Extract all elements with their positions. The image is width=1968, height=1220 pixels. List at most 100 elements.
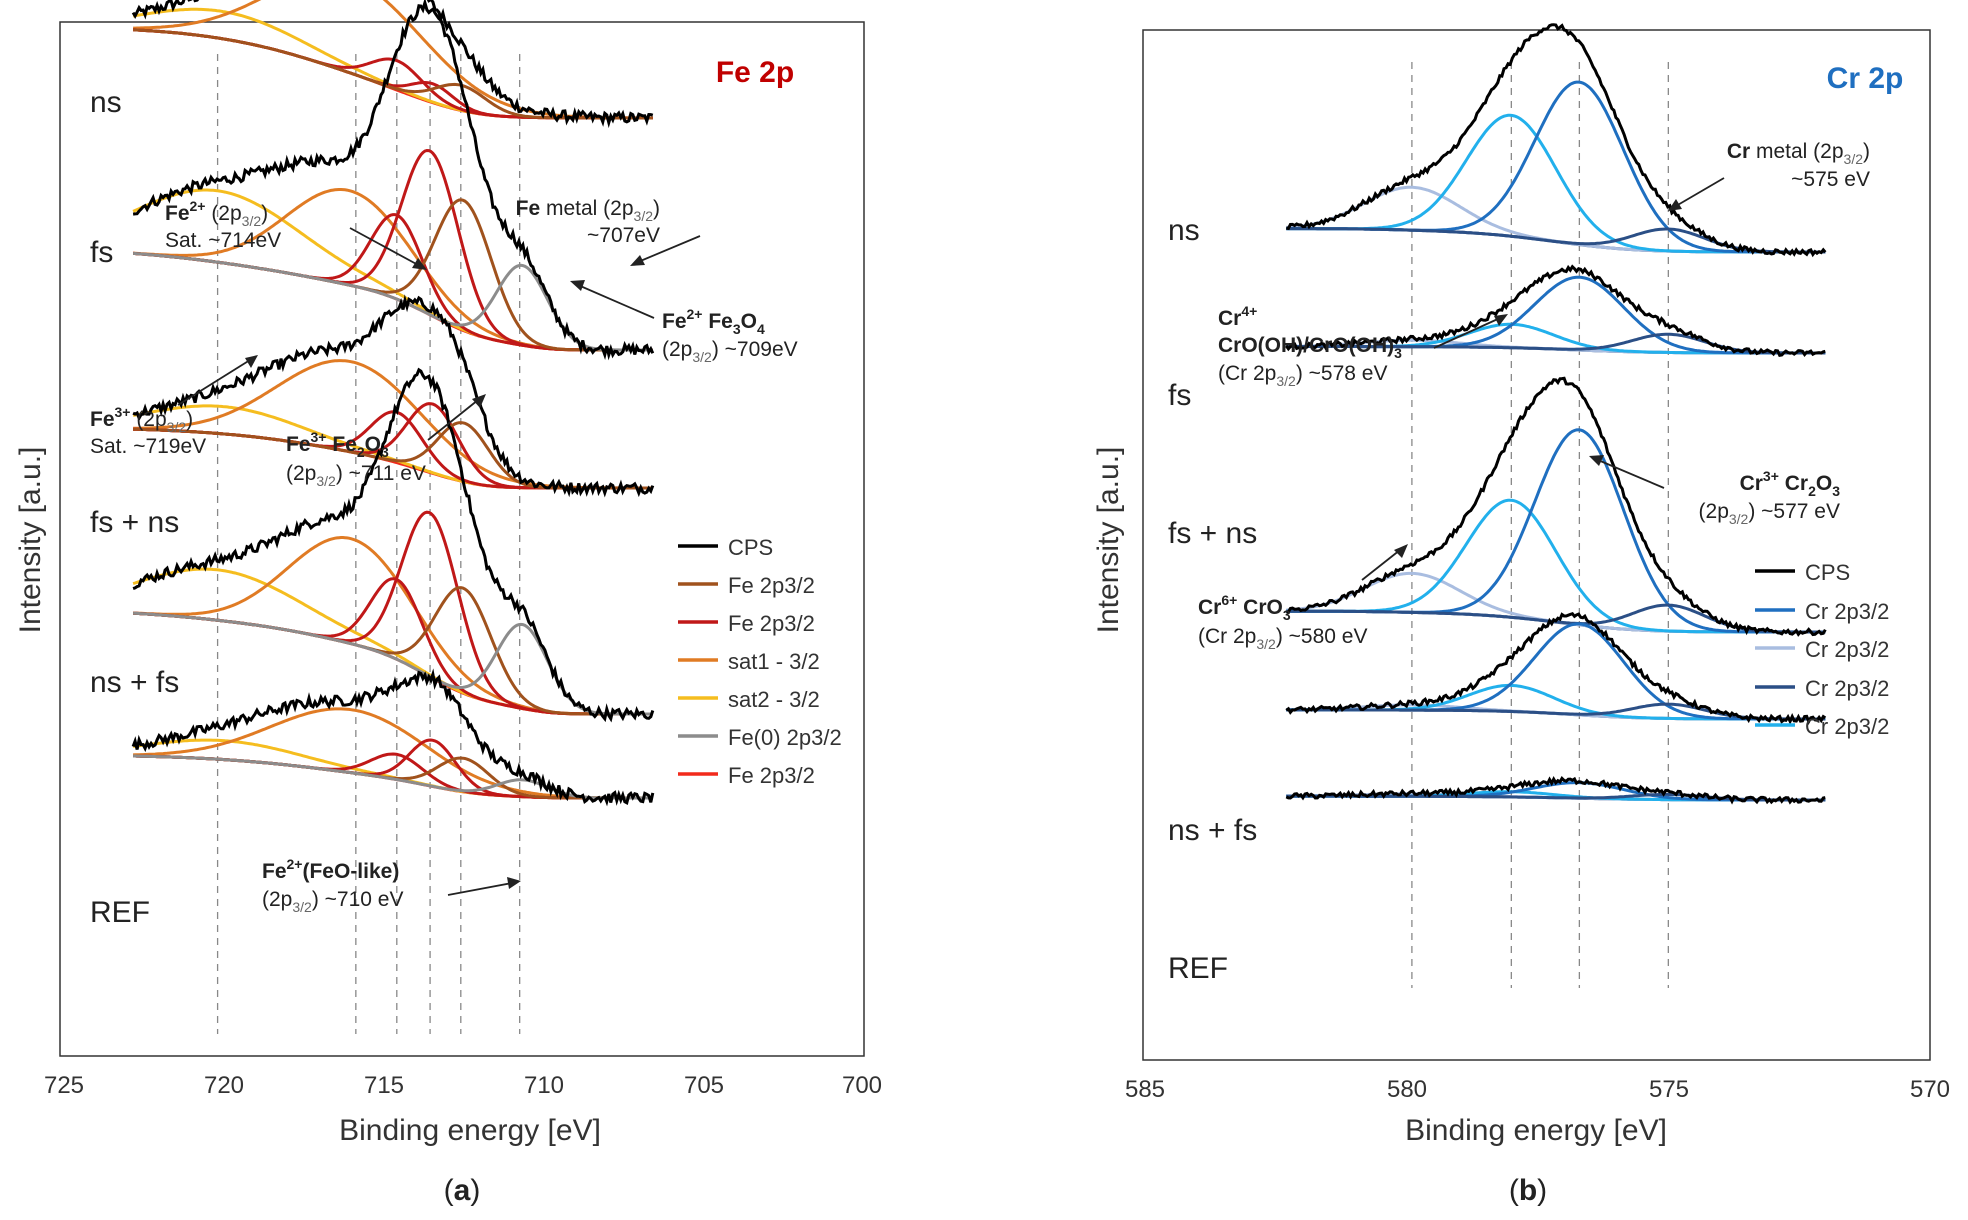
cps-line [1285, 775, 1826, 805]
annotation-arrow [1675, 177, 1725, 207]
panel-b-legend: CPS Cr 2p3/2 Cr 2p3/2 Cr 2p3/2 Cr 2p3/2 [1755, 560, 1889, 739]
annotation-cro3-value: (Cr 2p3/2) ~580 eV [1198, 625, 1367, 652]
component-peak [133, 738, 653, 800]
legend-label: sat2 - 3/2 [728, 687, 820, 712]
panel-a-sample-fs-ns: fs + ns [90, 506, 179, 539]
legend-label: Fe 2p3/2 [728, 611, 815, 636]
component-peak [133, 611, 653, 716]
background-line [133, 611, 653, 716]
panel-b-tick: 580 [1387, 1076, 1427, 1103]
annotation-arrowhead [630, 255, 645, 266]
annotation-arrowhead [507, 877, 521, 889]
cps-line [1285, 376, 1827, 637]
panel-b-sample-fs-ns: fs + ns [1168, 517, 1257, 550]
annotation-fe-metal-value: ~707eV [587, 224, 660, 247]
component-peak [133, 754, 653, 800]
panel-a-xlabel: Binding energy [eV] [339, 1114, 601, 1147]
annotation-arrowhead [472, 394, 486, 408]
component-peak [133, 251, 653, 352]
legend-label: sat1 - 3/2 [728, 649, 820, 674]
annotation-arrowhead [412, 258, 427, 270]
panel-b-sample-ns-fs: ns + fs [1168, 814, 1257, 847]
panel-b-title: Cr 2p [1827, 62, 1904, 95]
panel-b-tick: 575 [1649, 1076, 1689, 1103]
annotation-arrowhead [1394, 544, 1408, 558]
panel-b-spectra [1285, 23, 1827, 805]
panel-a-label: (a) [444, 1174, 481, 1207]
annotation-arrow [637, 235, 701, 263]
annotation-cr-metal-value: ~575 eV [1791, 168, 1870, 191]
component-peak [1286, 702, 1826, 721]
cps-line [131, 0, 654, 129]
annotation-cr2o3: Cr3+ Cr2O3 [1740, 468, 1841, 499]
panel-a-sample-ns: ns [90, 86, 122, 119]
annotation-arrowhead [1589, 455, 1604, 466]
annotation-fe-metal: Fe metal (2p3/2) [516, 197, 660, 224]
annotation-fe3o4: Fe2+ Fe3O4 [662, 306, 765, 337]
annotation-fe2o3-value: (2p3/2) ~711 eV [286, 462, 426, 489]
annotation-cr2o3-value: (2p3/2) ~577 eV [1699, 500, 1840, 527]
panel-b-tick: 585 [1125, 1076, 1165, 1103]
panel-b: Cr 2p ns fs fs + ns ns + fs REF 585 580 … [1092, 23, 1950, 1207]
annotation-arrow [1597, 459, 1665, 489]
legend-label: Fe 2p3/2 [728, 763, 815, 788]
annotation-fe3o4-value: (2p3/2) ~709eV [662, 338, 798, 365]
annotation-fe2-sat: Fe2+ (2p3/2) [165, 198, 268, 229]
legend-label: Cr 2p3/2 [1805, 676, 1889, 701]
annotation-arrow [1433, 317, 1501, 349]
panel-a-sample-fs: fs [90, 236, 113, 269]
legend-label: Fe 2p3/2 [728, 573, 815, 598]
panel-a-ylabel: Intensity [a.u.] [14, 447, 47, 634]
component-peak [133, 28, 653, 120]
component-peak [133, 577, 653, 716]
annotation-arrowhead [570, 280, 585, 291]
panel-a-tick: 725 [44, 1072, 84, 1099]
annotation-arrowhead [1668, 199, 1682, 211]
panel-a-spectra [131, 0, 655, 807]
annotation-cr4-value: (Cr 2p3/2) ~578 eV [1218, 362, 1387, 389]
legend-label: Cr 2p3/2 [1805, 637, 1889, 662]
annotation-arrowhead [1494, 314, 1508, 326]
panel-a-tick: 710 [524, 1072, 564, 1099]
panel-a-tick: 700 [842, 1072, 882, 1099]
legend-label: CPS [728, 535, 773, 560]
annotation-fe2o3: Fe3+ Fe2O3 [286, 429, 389, 460]
panel-b-frame [1142, 29, 1931, 1061]
panel-b-label: (b) [1509, 1174, 1547, 1207]
annotation-arrow [577, 284, 655, 319]
background-line [133, 28, 653, 120]
panel-b-sample-ns: ns [1168, 214, 1200, 247]
panel-a-annotations: Fe2+ (2p3/2) Sat. ~714eV Fe metal (2p3/2… [90, 197, 798, 915]
panel-b-guide-lines [1411, 62, 1669, 988]
cps-line [1286, 23, 1827, 258]
annotation-arrow [177, 359, 251, 406]
panel-b-sample-ref: REF [1168, 952, 1228, 985]
component-peak [133, 28, 653, 120]
panel-a-tick: 715 [364, 1072, 404, 1099]
annotation-arrow [427, 399, 479, 441]
annotation-arrowhead [245, 355, 258, 368]
panel-b-annotations: Cr metal (2p3/2) ~575 eV Cr4+ CrO(OH)/Cr… [1198, 140, 1870, 652]
cps-line [132, 0, 655, 361]
legend-label: Cr 2p3/2 [1805, 714, 1889, 739]
panel-b-tick: 570 [1910, 1076, 1950, 1103]
panel-a: Fe 2p ns fs fs + ns ns + fs REF 725 720 … [14, 0, 882, 1207]
annotation-feo: Fe2+(FeO-like) [262, 856, 399, 883]
component-peak [1286, 428, 1826, 634]
panel-b-ylabel: Intensity [a.u.] [1092, 447, 1125, 634]
cps-line [132, 294, 655, 498]
legend-label: CPS [1805, 560, 1850, 585]
annotation-cr4: Cr4+ [1218, 303, 1257, 330]
annotation-feo-value: (2p3/2) ~710 eV [262, 888, 403, 915]
annotation-arrow [349, 227, 421, 267]
panel-a-title: Fe 2p [716, 56, 794, 89]
cps-line [1285, 611, 1827, 725]
panel-a-frame [59, 21, 865, 1057]
legend-label: Cr 2p3/2 [1805, 599, 1889, 624]
annotation-fe3-sat: Fe3+ (2p3/2) [90, 404, 193, 435]
annotation-arrow [447, 882, 513, 896]
annotation-arrow [1361, 549, 1401, 581]
annotation-cro3: Cr6+ CrO3 [1198, 592, 1291, 623]
